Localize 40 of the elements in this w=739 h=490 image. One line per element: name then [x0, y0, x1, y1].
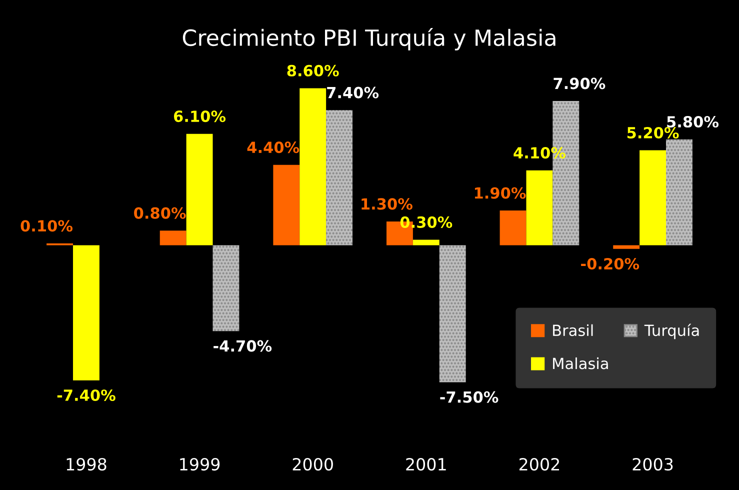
data-label: 4.40% — [247, 142, 300, 154]
data-label: -4.70% — [214, 340, 272, 352]
bar — [160, 230, 186, 246]
bar — [186, 134, 213, 246]
data-label: 6.10% — [174, 110, 226, 122]
x-tick-label: 1998 — [66, 458, 106, 471]
bar — [439, 245, 466, 382]
legend-label: Malasia — [553, 357, 608, 370]
data-label: -7.50% — [440, 391, 498, 403]
data-label: 0.30% — [400, 216, 452, 228]
x-tick-label: 2001 — [406, 458, 446, 471]
bar — [212, 245, 240, 332]
data-label: 5.20% — [627, 126, 679, 139]
bar — [666, 139, 692, 246]
legend-label: Brasil — [553, 324, 593, 336]
data-label: 5.80% — [667, 116, 719, 128]
bar — [640, 150, 666, 246]
bar — [72, 245, 100, 380]
bar — [273, 164, 300, 246]
bar — [526, 170, 553, 246]
x-tick-label: 2002 — [519, 458, 560, 471]
chart-title: Crecimiento PBI Turquía y Malasia — [182, 28, 556, 50]
data-label: 7.40% — [327, 86, 379, 98]
x-tick-label: 1999 — [180, 458, 220, 471]
data-label: 1.30% — [362, 198, 412, 210]
legend-label: Turquía — [644, 324, 699, 340]
data-label: -7.40% — [57, 389, 116, 402]
bar — [412, 240, 440, 246]
data-label: -0.20% — [581, 258, 640, 270]
data-label: 1.90% — [474, 187, 526, 199]
data-label: 0.80% — [134, 207, 186, 219]
x-tick-label: 2003 — [632, 458, 673, 471]
bar — [613, 245, 640, 249]
data-label: 7.90% — [554, 78, 606, 90]
data-label: 0.10% — [20, 220, 73, 232]
bar — [500, 210, 526, 246]
bar — [300, 88, 326, 246]
bar — [326, 110, 353, 246]
data-label: 8.60% — [287, 64, 339, 76]
x-tick-label: 2000 — [292, 458, 333, 471]
